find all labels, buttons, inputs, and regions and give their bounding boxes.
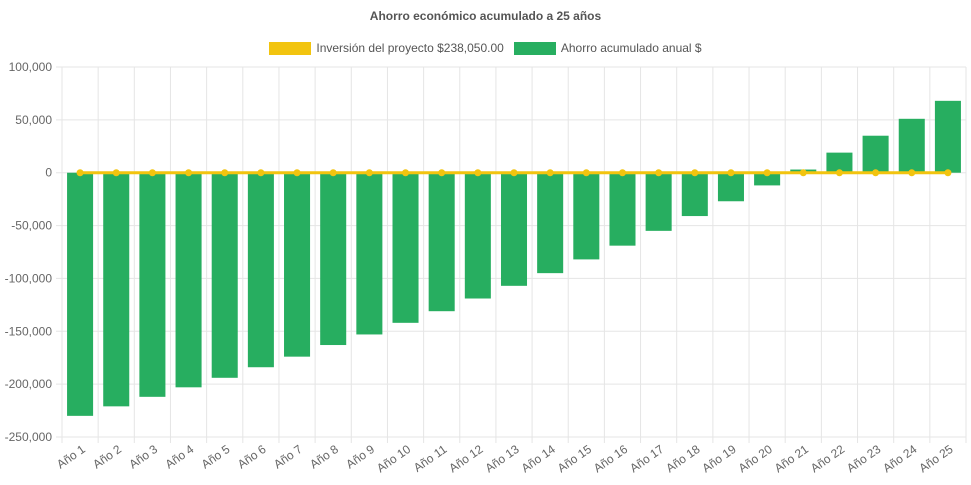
x-tick-label: Año 13 — [483, 442, 522, 475]
x-tick-label: Año 24 — [880, 442, 919, 475]
line-point — [799, 169, 807, 177]
bar-ahorro — [500, 172, 528, 286]
bar-ahorro — [247, 172, 274, 368]
x-tick-label: Año 23 — [844, 442, 883, 475]
y-tick-label: 0 — [45, 166, 52, 180]
line-point — [76, 169, 84, 177]
bar-ahorro — [175, 172, 202, 388]
bar-ahorro — [898, 118, 925, 173]
y-tick-label: -50,000 — [11, 219, 52, 233]
line-point — [402, 169, 410, 177]
line-point — [365, 169, 373, 177]
bar-ahorro — [320, 172, 347, 346]
x-tick-label: Año 2 — [90, 442, 124, 472]
legend-swatch-savings — [513, 41, 556, 55]
bar-ahorro — [103, 172, 130, 407]
line-point — [582, 169, 590, 177]
y-tick-label: 50,000 — [15, 113, 52, 127]
legend-swatch-investment — [269, 41, 312, 55]
x-tick-label: Año 11 — [411, 442, 450, 475]
bar-ahorro — [862, 135, 889, 173]
x-tick-label: Año 16 — [591, 442, 630, 475]
bar-ahorro — [356, 172, 383, 335]
bar-ahorro — [717, 172, 744, 202]
x-tick-label: Año 1 — [54, 442, 88, 472]
line-point — [112, 169, 120, 177]
y-tick-label: -150,000 — [5, 324, 53, 338]
x-tick-label: Año 25 — [916, 442, 955, 475]
x-tick-label: Año 3 — [126, 442, 160, 472]
x-tick-label: Año 6 — [235, 442, 269, 472]
x-tick-label: Año 9 — [343, 442, 377, 472]
line-point — [944, 169, 952, 177]
y-tick-label: 100,000 — [9, 60, 53, 74]
x-tick-label: Año 22 — [808, 442, 847, 475]
bar-ahorro — [537, 172, 564, 274]
x-tick-label: Año 17 — [627, 442, 666, 475]
y-tick-label: -200,000 — [5, 377, 53, 391]
bar-ahorro — [681, 172, 708, 217]
legend-item-investment[interactable]: Inversión del proyecto $238,050.00 — [269, 41, 504, 55]
line-point — [148, 169, 156, 177]
legend-label-investment: Inversión del proyecto $238,050.00 — [316, 41, 504, 55]
line-point — [546, 169, 554, 177]
x-tick-label: Año 19 — [699, 442, 738, 475]
legend: Inversión del proyecto $238,050.00 Ahorr… — [0, 41, 971, 55]
bar-ahorro — [284, 172, 311, 357]
y-tick-label: -250,000 — [5, 430, 53, 444]
line-point — [221, 169, 229, 177]
x-tick-label: Año 10 — [374, 442, 413, 475]
line-point — [438, 169, 446, 177]
line-point — [691, 169, 699, 177]
line-point — [185, 169, 193, 177]
chart-title: Ahorro económico acumulado a 25 años — [369, 9, 602, 23]
legend-label-savings: Ahorro acumulado anual $ — [560, 41, 702, 55]
bar-ahorro — [754, 172, 781, 186]
line-point — [257, 169, 265, 177]
line-point — [835, 169, 843, 177]
line-point — [727, 169, 735, 177]
line-point — [872, 169, 880, 177]
bar-ahorro — [428, 172, 455, 312]
bar-ahorro — [464, 172, 491, 299]
bar-ahorro — [573, 172, 600, 260]
bar-ahorro — [934, 100, 961, 173]
bar-ahorro — [139, 172, 166, 397]
bar-ahorro — [211, 172, 238, 378]
x-tick-label: Año 4 — [163, 442, 197, 472]
line-point — [763, 169, 771, 177]
line-point — [510, 169, 518, 177]
line-point — [618, 169, 626, 177]
legend-item-savings[interactable]: Ahorro acumulado anual $ — [513, 41, 702, 55]
x-tick-label: Año 15 — [555, 442, 594, 475]
line-point — [474, 169, 482, 177]
bar-ahorro — [67, 172, 94, 416]
bar-ahorro — [609, 172, 636, 246]
bar-ahorro — [392, 172, 419, 323]
x-tick-label: Año 21 — [772, 442, 811, 475]
x-tick-label: Año 18 — [663, 442, 702, 475]
line-point — [655, 169, 663, 177]
x-tick-label: Año 20 — [736, 442, 775, 475]
x-tick-label: Año 7 — [271, 442, 305, 472]
y-tick-label: -100,000 — [5, 271, 53, 285]
x-tick-label: Año 14 — [519, 442, 558, 475]
x-tick-label: Año 5 — [199, 442, 233, 472]
bar-ahorro — [645, 172, 672, 231]
line-point — [329, 169, 337, 177]
x-tick-label: Año 12 — [446, 442, 485, 475]
line-point — [293, 169, 301, 177]
line-point — [908, 169, 916, 177]
bar-ahorro — [826, 152, 853, 173]
x-tick-label: Año 8 — [307, 442, 341, 472]
